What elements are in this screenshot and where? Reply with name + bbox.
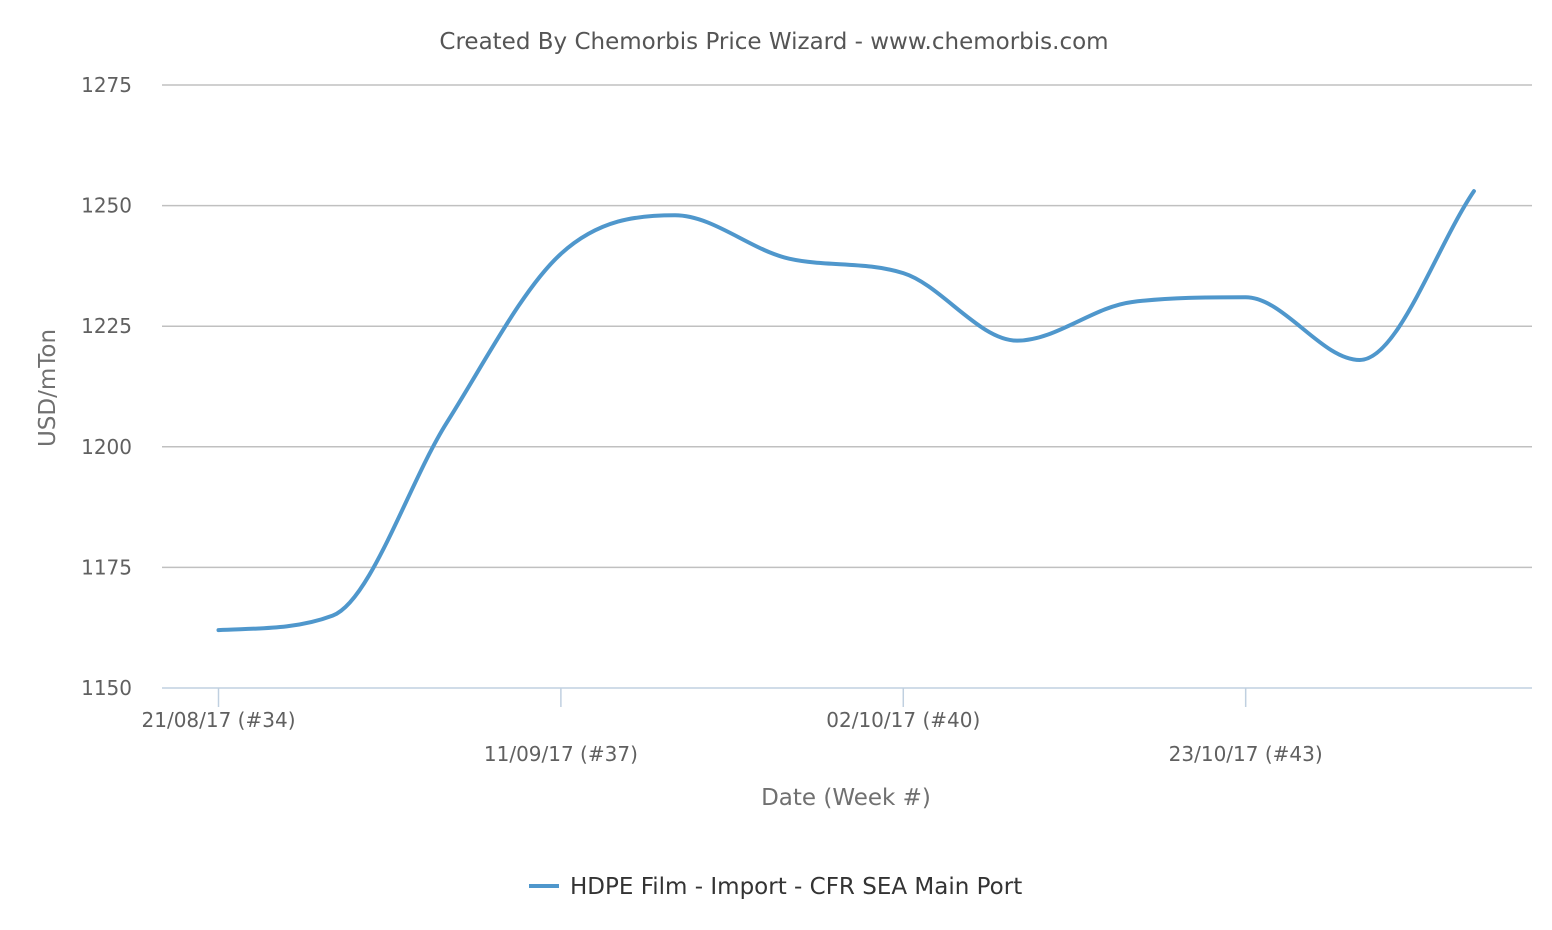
y-tick-labels: 1150 1175 1200 1225 1250 1275 bbox=[81, 73, 132, 700]
y-tick-label: 1175 bbox=[81, 555, 132, 579]
series-line-0[interactable] bbox=[216, 189, 1476, 633]
y-tick-label: 1250 bbox=[81, 194, 132, 218]
x-tick-labels: 21/08/17 (#34) 11/09/17 (#37) 02/10/17 (#4… bbox=[142, 688, 1323, 766]
y-tick-label: 1275 bbox=[81, 73, 132, 97]
legend[interactable]: HDPE Film - Import - CFR SEA Main Port bbox=[529, 874, 1022, 900]
y-tick-label: 1200 bbox=[81, 435, 132, 459]
grid-lines bbox=[162, 84, 1532, 689]
y-axis-title: USD/mTon bbox=[35, 329, 61, 447]
series-layer bbox=[216, 189, 1476, 633]
x-tick-label: 11/09/17 (#37) bbox=[484, 742, 638, 766]
chart-title: Created By Chemorbis Price Wizard - www.… bbox=[439, 29, 1108, 55]
x-axis-title: Date (Week #) bbox=[761, 785, 931, 811]
x-tick-label: 02/10/17 (#40) bbox=[826, 708, 980, 732]
legend-label-series-0: HDPE Film - Import - CFR SEA Main Port bbox=[570, 874, 1022, 900]
y-tick-label: 1150 bbox=[81, 676, 132, 700]
x-tick-label: 21/08/17 (#34) bbox=[142, 708, 296, 732]
y-tick-label: 1225 bbox=[81, 314, 132, 338]
x-tick-label: 23/10/17 (#43) bbox=[1169, 742, 1323, 766]
